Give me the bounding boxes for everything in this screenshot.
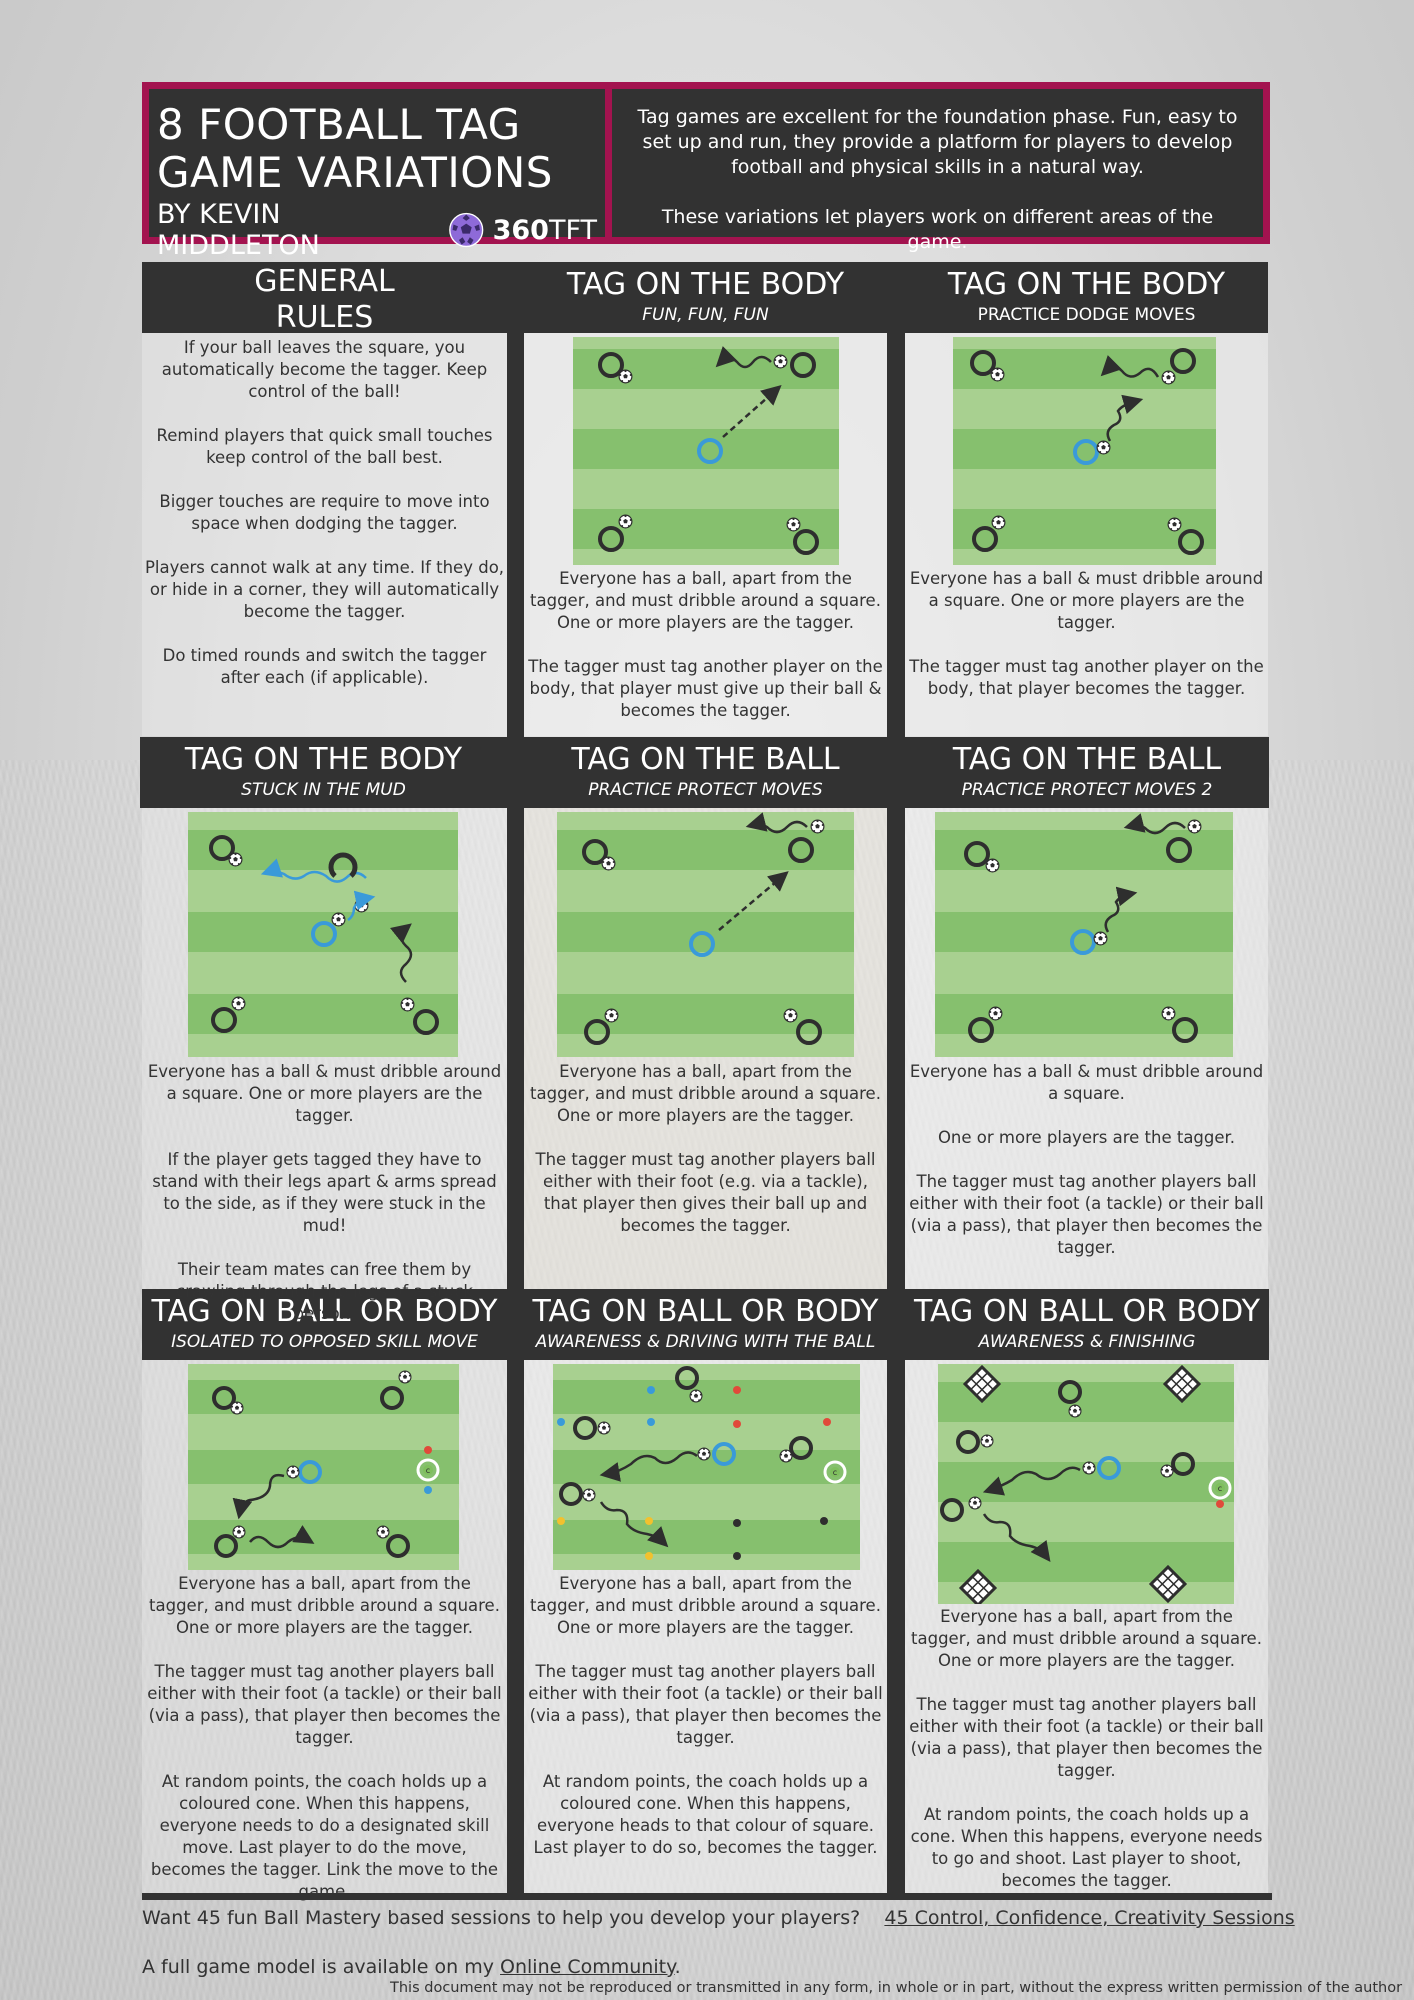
description-paragraph: Everyone has a ball, apart from the tagg… [911, 1607, 1262, 1670]
intro-block: Tag games are excellent for the foundati… [612, 89, 1263, 253]
description-paragraph: The tagger must tag another players ball… [909, 1172, 1264, 1257]
description-paragraph: At random points, the coach holds up a c… [910, 1805, 1263, 1890]
description-paragraph: The tagger must tag another players ball… [535, 1150, 876, 1235]
goal-icon [958, 1568, 998, 1604]
description-paragraph: At random points, the coach holds up a c… [533, 1772, 878, 1857]
rule-paragraph: Remind players that quick small touches … [156, 426, 493, 467]
section-title: TAG ON THE BODY [947, 267, 1226, 302]
byline: BY KEVIN MIDDLETON 360 TFT [157, 199, 597, 261]
section-title: TAG ON BALL OR BODY [914, 1294, 1260, 1329]
brand-tft: TFT [548, 214, 597, 246]
description-paragraph: Their team mates can free them by crawli… [176, 1260, 473, 1323]
banner-general-rules: GENERAL RULES [142, 262, 507, 335]
column-divider-2 [887, 262, 905, 1894]
online-community-link[interactable]: Online Community [500, 1956, 675, 1978]
football-logo-icon [449, 212, 484, 248]
rule-paragraph: Players cannot walk at any time. If they… [144, 558, 505, 621]
page-title: 8 FOOTBALL TAG GAME VARIATIONS [157, 100, 553, 197]
section-subtitle: FUN, FUN, FUN [642, 305, 769, 325]
section-subtitle: AWARENESS & FINISHING [978, 1332, 1196, 1352]
description-paragraph: The tagger must tag another players ball… [147, 1662, 502, 1747]
description-paragraph: Everyone has a ball & must dribble aroun… [909, 1062, 1264, 1103]
section-5-text: Everyone has a ball & must dribble aroun… [909, 1061, 1264, 1259]
pitch-diagram [953, 337, 1216, 565]
section-8-text: Everyone has a ball, apart from the tagg… [909, 1606, 1264, 1892]
panel-general-rules [142, 333, 507, 736]
coach-label: c [1218, 1484, 1222, 1493]
pitch-diagram [573, 337, 839, 565]
pitch-diagram [935, 812, 1233, 1057]
coach-label: c [833, 1468, 837, 1477]
banner-section-1: TAG ON THE BODY FUN, FUN, FUN [524, 262, 887, 333]
section-4-text: Everyone has a ball, apart from the tagg… [528, 1061, 883, 1237]
section-subtitle: PRACTICE DODGE MOVES [977, 305, 1196, 325]
section-title: TAG ON THE BODY [566, 267, 845, 302]
description-paragraph: The tagger must tag another players ball… [528, 1662, 883, 1747]
section-title: TAG ON THE BODY [184, 742, 463, 777]
banner-section-6: TAG ON BALL OR BODY ISOLATED TO OPPOSED … [142, 1289, 507, 1360]
banner-section-4: TAG ON THE BALL PRACTICE PROTECT MOVES [524, 737, 887, 808]
goal-icon [962, 1364, 1002, 1404]
section-title: GENERAL RULES [254, 264, 395, 335]
footer-text: A full game model is available on my [142, 1956, 494, 1978]
goal-icon [1162, 1364, 1202, 1404]
coach-label: c [426, 1466, 430, 1475]
section-title: TAG ON THE BALL [571, 742, 840, 777]
section-2-text: Everyone has a ball & must dribble aroun… [909, 568, 1264, 700]
description-paragraph: The tagger must tag another player on th… [528, 657, 883, 720]
footer-text: Want 45 fun Ball Mastery based sessions … [142, 1907, 861, 1929]
footer-line-1: Want 45 fun Ball Mastery based sessions … [142, 1907, 1295, 1929]
section-subtitle: PRACTICE PROTECT MOVES 2 [961, 780, 1213, 800]
pitch-diagram [557, 812, 854, 1057]
banner-section-8: TAG ON BALL OR BODY AWARENESS & FINISHIN… [905, 1289, 1269, 1360]
section-subtitle: AWARENESS & DRIVING WITH THE BALL [535, 1332, 876, 1352]
section-6-text: Everyone has a ball, apart from the tagg… [146, 1573, 503, 1903]
header-frame: 8 FOOTBALL TAG GAME VARIATIONS BY KEVIN … [142, 82, 1270, 261]
title-block: 8 FOOTBALL TAG GAME VARIATIONS BY KEVIN … [149, 89, 605, 261]
intro-paragraph-2: These variations let players work on dif… [661, 206, 1214, 253]
section-subtitle: PRACTICE PROTECT MOVES [588, 780, 823, 800]
description-paragraph: If the player gets tagged they have to s… [152, 1150, 497, 1235]
banner-section-2: TAG ON THE BODY PRACTICE DODGE MOVES [905, 262, 1268, 333]
description-paragraph: Everyone has a ball & must dribble aroun… [909, 569, 1264, 632]
section-3-text: Everyone has a ball & must dribble aroun… [146, 1061, 503, 1325]
banner-section-5: TAG ON THE BALL PRACTICE PROTECT MOVES 2 [905, 737, 1269, 808]
author-name: BY KEVIN MIDDLETON [157, 199, 320, 261]
pitch-diagram: c [188, 1364, 459, 1570]
section-1-text: Everyone has a ball, apart from the tagg… [528, 568, 883, 722]
footer-period: . [674, 1956, 681, 1978]
rule-paragraph: Bigger touches are require to move into … [159, 492, 490, 533]
description-paragraph: Everyone has a ball, apart from the tagg… [530, 1062, 881, 1125]
description-paragraph: At random points, the coach holds up a c… [150, 1772, 499, 1901]
description-paragraph: Everyone has a ball, apart from the tagg… [149, 1574, 500, 1637]
pitch-diagram: c [553, 1364, 860, 1570]
pitch-diagram [188, 812, 458, 1057]
footer-divider [142, 1893, 1272, 1900]
description-paragraph: Everyone has a ball, apart from the tagg… [530, 569, 881, 632]
description-paragraph: Everyone has a ball & must dribble aroun… [147, 1062, 502, 1125]
section-subtitle: STUCK IN THE MUD [241, 780, 406, 800]
description-paragraph: Everyone has a ball, apart from the tagg… [530, 1574, 881, 1637]
sessions-link[interactable]: 45 Control, Confidence, Creativity Sessi… [884, 1907, 1295, 1929]
goal-icon [1148, 1564, 1188, 1604]
section-title: TAG ON BALL OR BODY [532, 1294, 879, 1329]
banner-section-3: TAG ON THE BODY STUCK IN THE MUD [140, 737, 507, 808]
copyright-notice: This document may not be reproduced or t… [390, 1980, 1403, 1996]
section-7-text: Everyone has a ball, apart from the tagg… [528, 1573, 883, 1859]
intro-paragraph-1: Tag games are excellent for the foundati… [637, 106, 1238, 178]
brand-360: 360 [492, 214, 549, 246]
footer-line-2: A full game model is available on my Onl… [142, 1956, 681, 1978]
general-rules-text: If your ball leaves the square, you auto… [142, 337, 507, 689]
column-divider-1 [507, 262, 524, 1894]
rule-paragraph: Do timed rounds and switch the tagger af… [162, 646, 487, 687]
banner-section-7: TAG ON BALL OR BODY AWARENESS & DRIVING … [524, 1289, 887, 1360]
section-title: TAG ON BALL OR BODY [151, 1294, 498, 1329]
pitch-diagram: c [938, 1364, 1234, 1604]
section-title: TAG ON THE BALL [952, 742, 1222, 777]
description-paragraph: One or more players are the tagger. [937, 1128, 1236, 1147]
rule-paragraph: If your ball leaves the square, you auto… [161, 338, 488, 401]
section-subtitle: ISOLATED TO OPPOSED SKILL MOVE [171, 1332, 478, 1352]
description-paragraph: The tagger must tag another player on th… [909, 657, 1264, 698]
description-paragraph: The tagger must tag another players ball… [909, 1695, 1264, 1780]
